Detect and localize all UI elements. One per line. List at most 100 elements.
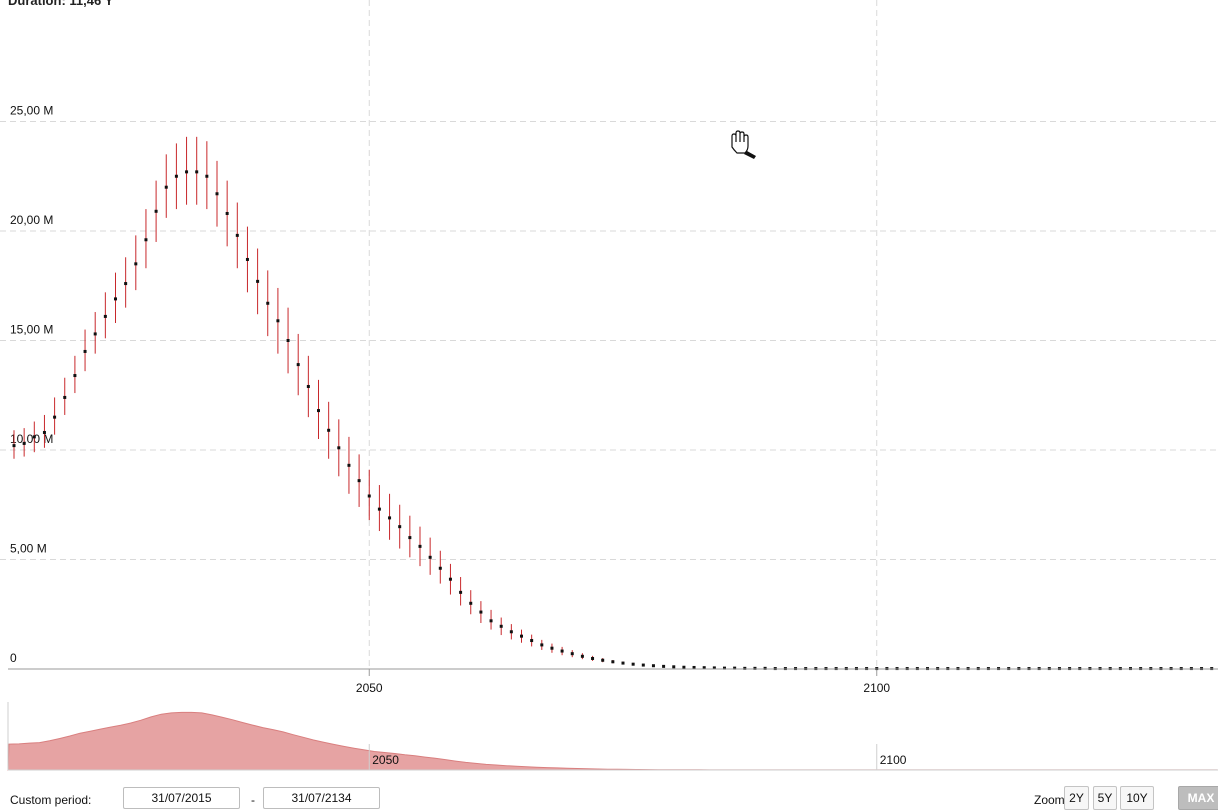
x-axis-labels: 2050 2100 — [356, 669, 890, 695]
data-point[interactable] — [32, 435, 36, 439]
y-tick-label: 15,00 M — [10, 323, 53, 337]
zoom-2y-button[interactable]: 2Y — [1064, 786, 1089, 810]
data-point[interactable] — [114, 297, 117, 301]
data-point[interactable] — [266, 301, 270, 305]
data-point[interactable] — [479, 610, 483, 614]
data-point[interactable] — [164, 185, 168, 189]
data-point[interactable] — [245, 257, 249, 261]
end-date-input[interactable]: 31/07/2134 — [263, 787, 380, 809]
data-point[interactable] — [509, 630, 513, 634]
y-tick-label: 25,00 M — [10, 104, 53, 118]
data-point[interactable] — [53, 415, 57, 419]
y-tick-label: 20,00 M — [10, 213, 53, 227]
zoom-5y-button[interactable]: 5Y — [1093, 786, 1117, 810]
data-point[interactable] — [215, 192, 219, 196]
y-axis-labels: 0 5,00 M 10,00 M 15,00 M 20,00 M 25,00 M — [10, 104, 53, 666]
data-point[interactable] — [154, 209, 158, 213]
data-point[interactable] — [42, 430, 46, 434]
data-point[interactable] — [672, 665, 676, 669]
data-point[interactable] — [185, 170, 189, 174]
chart-grid — [0, 0, 1218, 669]
data-point[interactable] — [540, 643, 544, 647]
zoom-10y-button[interactable]: 10Y — [1120, 786, 1154, 810]
data-point[interactable] — [428, 555, 432, 559]
x-tick-label: 2100 — [863, 681, 890, 695]
data-point[interactable] — [367, 494, 371, 498]
data-point[interactable] — [195, 170, 199, 174]
data-point[interactable] — [459, 590, 463, 594]
data-point[interactable] — [144, 238, 148, 242]
navigator-series — [7, 702, 1218, 771]
data-point[interactable] — [418, 544, 422, 548]
data-point[interactable] — [93, 332, 97, 336]
data-point[interactable] — [641, 663, 645, 667]
data-point[interactable] — [388, 516, 392, 520]
data-point[interactable] — [286, 339, 290, 342]
data-point[interactable] — [499, 624, 503, 628]
data-point[interactable] — [103, 314, 107, 318]
data-point[interactable] — [408, 536, 412, 540]
data-point[interactable] — [560, 649, 564, 653]
data-point[interactable] — [611, 660, 615, 664]
data-point[interactable] — [712, 666, 716, 670]
data-point[interactable] — [235, 233, 239, 237]
data-point[interactable] — [743, 666, 747, 670]
data-point[interactable] — [733, 666, 737, 670]
data-point[interactable] — [357, 479, 361, 483]
data-point[interactable] — [205, 174, 209, 178]
data-point[interactable] — [580, 654, 584, 658]
data-point[interactable] — [22, 441, 26, 445]
data-point[interactable] — [601, 658, 605, 662]
custom-period-label: Custom period: — [10, 793, 92, 807]
data-point[interactable] — [174, 174, 178, 178]
data-point[interactable] — [520, 634, 523, 638]
hand-cursor-icon — [731, 130, 756, 159]
data-point[interactable] — [530, 639, 534, 643]
y-tick-label: 5,00 M — [10, 542, 47, 556]
data-point[interactable] — [327, 428, 331, 432]
data-point[interactable] — [306, 384, 310, 388]
zoom-max-button[interactable]: MAX — [1178, 786, 1218, 810]
data-point[interactable] — [12, 444, 16, 448]
data-point[interactable] — [63, 395, 67, 399]
data-point[interactable] — [377, 507, 381, 511]
data-point[interactable] — [591, 656, 595, 660]
data-point[interactable] — [317, 409, 320, 413]
chart-header-duration: Duration: 11,46 Y — [8, 0, 114, 8]
data-point[interactable] — [438, 566, 442, 570]
navigator-tick-label: 2050 — [372, 753, 399, 767]
data-point[interactable] — [763, 666, 767, 670]
data-point[interactable] — [692, 665, 696, 669]
data-point[interactable] — [489, 619, 493, 623]
y-tick-label: 10,00 M — [10, 432, 53, 446]
data-point[interactable] — [83, 349, 87, 353]
data-point[interactable] — [631, 662, 635, 666]
main-chart[interactable]: 0 5,00 M 10,00 M 15,00 M 20,00 M 25,00 M 2050… — [0, 0, 1218, 700]
data-point[interactable] — [662, 664, 666, 668]
data-point[interactable] — [448, 577, 452, 581]
data-point[interactable] — [124, 282, 128, 286]
data-point[interactable] — [337, 446, 341, 450]
data-point[interactable] — [225, 211, 229, 215]
data-point[interactable] — [723, 666, 726, 670]
data-point[interactable] — [651, 664, 655, 668]
data-point[interactable] — [73, 374, 77, 378]
x-tick-label: 2050 — [356, 681, 383, 695]
navigator[interactable]: 2050 2100 — [0, 0, 1218, 775]
data-point[interactable] — [702, 666, 706, 670]
data-point[interactable] — [621, 661, 625, 665]
data-point[interactable] — [682, 665, 686, 669]
data-point[interactable] — [276, 319, 280, 323]
data-point[interactable] — [398, 525, 402, 529]
data-point[interactable] — [550, 646, 554, 650]
data-point[interactable] — [134, 262, 138, 266]
navigator-area — [7, 711, 1218, 771]
data-point[interactable] — [570, 652, 574, 656]
data-point[interactable] — [256, 279, 260, 283]
data-point[interactable] — [469, 601, 473, 605]
start-date-input[interactable]: 31/07/2015 — [123, 787, 240, 809]
data-point[interactable] — [347, 463, 351, 467]
y-tick-label: 0 — [10, 651, 17, 665]
data-point[interactable] — [753, 666, 757, 670]
data-point[interactable] — [296, 363, 300, 367]
